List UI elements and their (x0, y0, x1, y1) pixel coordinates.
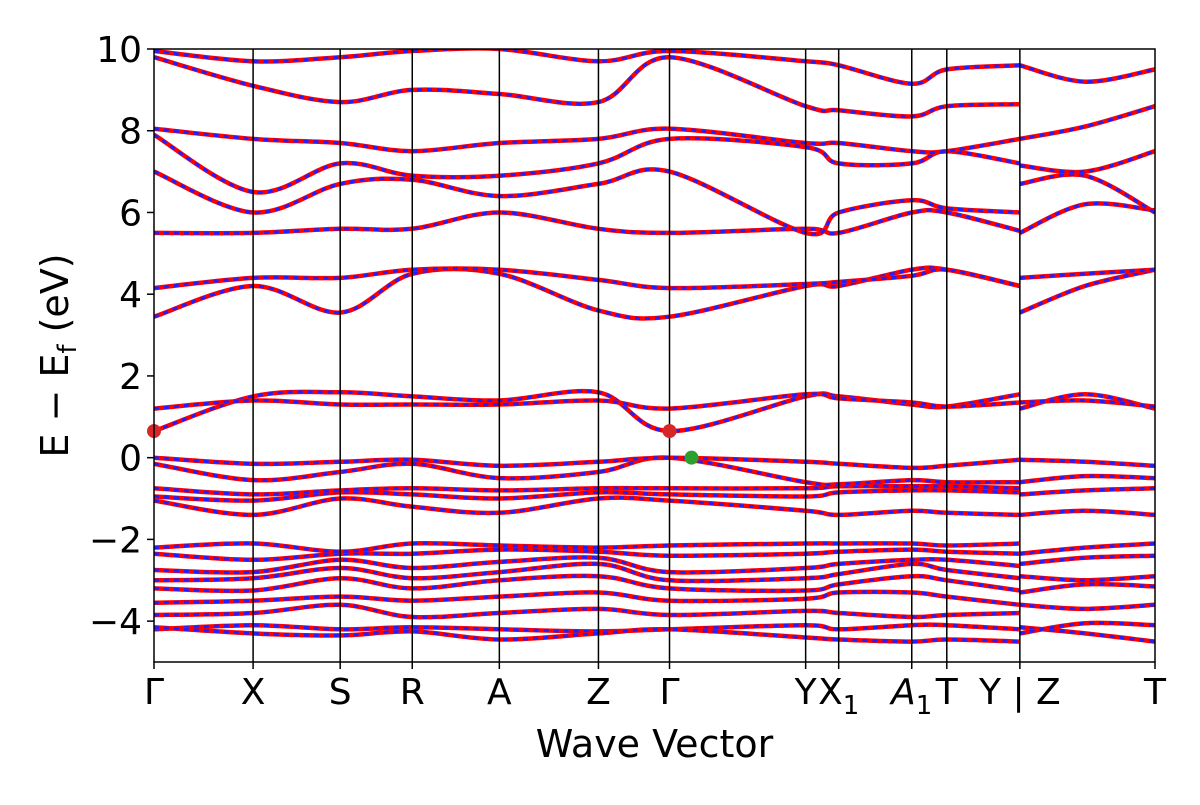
band-41-spin-down (1019, 149, 1155, 174)
band-40-spin-down (1019, 173, 1155, 214)
band-22-spin-up (154, 54, 1020, 119)
band-34-spin-down (1019, 458, 1155, 468)
y-axis-title-sub: f (53, 344, 83, 354)
band-43-spin-up (1019, 63, 1155, 84)
x-tick-label-8: X1 (818, 672, 859, 721)
band-27-spin-down (1019, 582, 1155, 594)
band-18-spin-up (154, 207, 1021, 236)
bands-layer (154, 49, 1155, 644)
band-22-spin-down (154, 55, 1020, 118)
x-tick-label-6: Γ (659, 672, 679, 713)
x-tick-label-1: X (241, 672, 266, 713)
y-tick-label-7: −4 (89, 602, 142, 643)
y-axis-title-main: E − E (33, 354, 77, 458)
band-2-spin-up (154, 602, 1020, 620)
y-tick-label-3: 4 (119, 275, 142, 316)
y-axis-title-unit: (eV) (33, 253, 77, 344)
extremum-marker-1 (662, 424, 677, 439)
band-39-spin-down (1019, 201, 1155, 235)
y-tick-label-4: 2 (119, 357, 142, 398)
band-7-spin-down (154, 548, 1020, 562)
y-tick-label-0: 10 (96, 30, 142, 71)
y-axis-ticks: 10 8 6 4 2 0 −2 −4 (89, 30, 154, 643)
band-14-spin-down (154, 389, 1021, 433)
band-25-spin-down (1019, 621, 1155, 635)
kpoint-lines (252, 49, 1021, 662)
band-30-spin-down (1019, 542, 1155, 556)
x-tick-label-2: S (329, 672, 352, 713)
band-23-spin-down (154, 49, 1020, 86)
band-32-spin-down (1019, 486, 1155, 496)
band-38-spin-down (1019, 268, 1155, 280)
band-37-spin-down (1019, 268, 1155, 314)
x-tick-label-0: Γ (144, 672, 164, 713)
y-axis-title: E − Ef (eV) (33, 253, 83, 457)
x-axis-title: Wave Vector (536, 722, 774, 766)
band-28-spin-down (1019, 574, 1155, 582)
band-14-spin-up (154, 388, 1021, 434)
band-36-spin-down (1019, 398, 1155, 409)
x-tick-label-9: A1 (889, 672, 932, 721)
band-43-spin-down (1019, 63, 1155, 84)
band-11-spin-down (154, 484, 1020, 496)
band-10-spin-down (154, 488, 1020, 503)
band-19-spin-down (154, 167, 1020, 236)
band-42-spin-down (1019, 104, 1155, 141)
x-tick-label-4: A (487, 672, 512, 713)
plot-frame (153, 48, 1156, 663)
band-26-spin-down (1019, 603, 1155, 611)
x-tick-label-3: R (400, 672, 425, 713)
band-1-spin-down (154, 625, 1020, 644)
y-tick-label-5: 0 (119, 439, 142, 480)
band-0-spin-down (154, 623, 1020, 633)
extremum-marker-2 (684, 450, 699, 465)
y-tick-label-2: 6 (119, 193, 142, 234)
band-8-spin-down (154, 541, 1020, 554)
band-12-spin-down (154, 456, 1020, 487)
band-13-spin-down (154, 456, 1021, 470)
x-tick-label-12: T (1143, 672, 1167, 713)
band-33-spin-down (1019, 474, 1155, 484)
band-29-spin-down (1019, 554, 1155, 566)
y-tick-label-1: 8 (119, 112, 142, 153)
x-tick-label-11: Y | Z (978, 672, 1061, 713)
y-tick-label-6: −2 (89, 520, 142, 561)
band-31-spin-down (1019, 509, 1155, 517)
x-tick-label-5: Z (586, 672, 611, 713)
x-tick-label-10: T (935, 672, 959, 713)
x-tick-label-7: Y (794, 672, 818, 713)
